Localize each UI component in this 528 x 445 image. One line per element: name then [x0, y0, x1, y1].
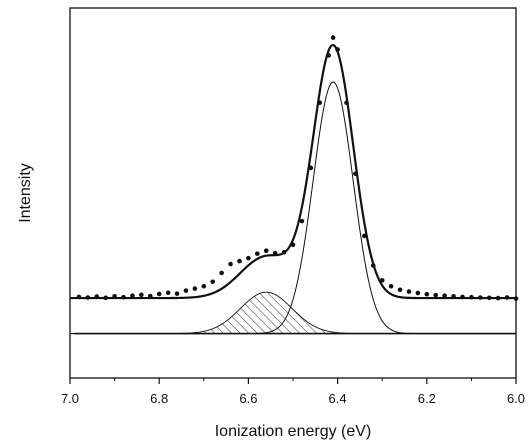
x-axis-title: Ionization energy (eV): [215, 423, 372, 440]
data-point: [308, 165, 314, 171]
data-point: [210, 279, 216, 285]
data-point: [237, 258, 242, 264]
x-tick-label: 6.2: [418, 391, 436, 406]
overall-fit-line: [70, 43, 516, 300]
x-tick-label: 6.0: [507, 391, 525, 406]
data-point: [370, 263, 376, 268]
data-point: [299, 218, 305, 224]
main-component-line: [70, 81, 516, 335]
data-point: [379, 278, 385, 283]
data-point: [112, 294, 117, 299]
data-point: [121, 294, 126, 300]
data-point: [326, 53, 331, 58]
x-tick-label: 7.0: [61, 391, 79, 406]
data-point: [330, 35, 336, 40]
data-point: [139, 292, 144, 298]
data-point: [451, 294, 456, 299]
data-point: [147, 293, 153, 299]
data-point: [201, 283, 207, 289]
data-point: [246, 255, 251, 261]
data-point: [317, 100, 323, 106]
data-point: [255, 251, 260, 256]
data-point: [433, 292, 439, 298]
data-point: [469, 294, 474, 300]
data-point: [263, 248, 269, 254]
x-tick-label: 6.6: [239, 391, 257, 406]
data-point: [335, 47, 340, 52]
data-point: [219, 270, 224, 276]
data-point: [76, 294, 82, 300]
data-point: [362, 233, 367, 239]
data-point: [486, 295, 492, 301]
data-point: [85, 295, 91, 300]
data-point: [424, 291, 430, 297]
data-point: [388, 283, 394, 289]
data-point: [478, 295, 483, 300]
data-point: [406, 289, 412, 294]
data-point: [94, 294, 100, 299]
x-tick-label: 6.4: [329, 391, 347, 406]
data-point: [183, 288, 189, 293]
data-point: [130, 293, 135, 299]
data-point: [272, 250, 278, 256]
data-point: [165, 290, 171, 296]
y-axis-title: Intensity: [17, 163, 34, 223]
data-point: [442, 293, 447, 299]
data-point: [504, 295, 510, 300]
data-point: [290, 242, 296, 248]
data-point: [495, 295, 501, 301]
data-point: [344, 100, 349, 106]
data-point: [192, 286, 198, 291]
data-point: [353, 171, 358, 177]
data-point: [156, 291, 162, 297]
data-point: [397, 287, 403, 293]
data-point: [415, 290, 421, 296]
x-tick-label: 6.8: [150, 391, 168, 406]
data-point: [174, 291, 180, 296]
data-point: [460, 294, 465, 300]
data-point: [103, 295, 108, 301]
data-point: [228, 261, 233, 267]
data-point: [281, 249, 287, 255]
